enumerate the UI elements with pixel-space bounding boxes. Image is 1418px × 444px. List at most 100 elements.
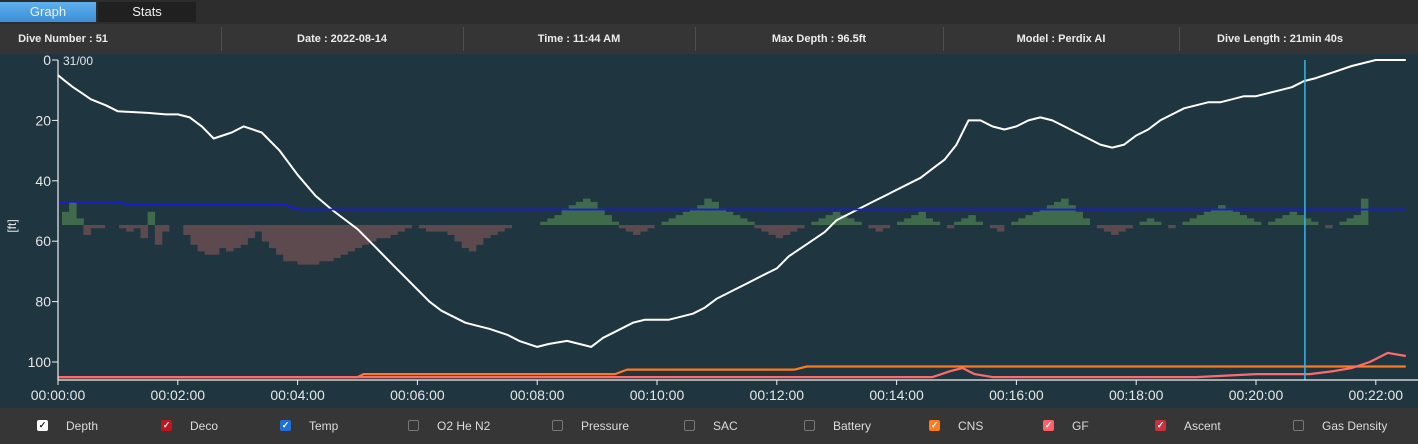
ascent-bar bbox=[69, 201, 77, 225]
ascent-bar bbox=[1111, 225, 1119, 235]
info-separator bbox=[695, 27, 696, 51]
ascent-bar bbox=[1353, 215, 1362, 225]
ascent-bar bbox=[433, 225, 441, 232]
ascent-bar bbox=[1289, 211, 1297, 225]
checkbox-icon[interactable]: ✓ bbox=[37, 420, 48, 431]
ascent-bar bbox=[618, 225, 627, 229]
ascent-bar bbox=[454, 225, 462, 242]
ascent-bar bbox=[818, 218, 826, 225]
checkbox-icon[interactable] bbox=[804, 420, 815, 431]
ascent-bar bbox=[304, 225, 313, 265]
ascent-bar bbox=[154, 225, 163, 245]
legend-label: Battery bbox=[833, 419, 872, 433]
info-separator bbox=[463, 27, 464, 51]
ascent-bar bbox=[468, 225, 477, 252]
dive-profile-chart[interactable]: 0 20 40 60 80 100 00:00:00 00:02:00 00:04:00 00:0… bbox=[0, 52, 1418, 408]
y-tick-label: 0 bbox=[43, 54, 51, 68]
ascent-bar bbox=[1011, 221, 1019, 225]
legend-label: Ascent bbox=[1184, 419, 1221, 433]
ascent-bar bbox=[333, 225, 341, 258]
x-tick-label: 00:14:00 bbox=[869, 387, 924, 403]
legend-label: Deco bbox=[190, 419, 219, 433]
dive-info-bar: Dive Number : 51 Date : 2022-08-14 Time … bbox=[0, 24, 1418, 54]
info-separator bbox=[943, 27, 944, 51]
checkbox-icon[interactable] bbox=[1293, 420, 1304, 431]
ascent-bar bbox=[140, 225, 148, 239]
x-tick-label: 00:04:00 bbox=[270, 387, 325, 403]
ascent-bar bbox=[119, 225, 127, 229]
ascent-bar bbox=[1054, 201, 1062, 225]
checkbox-icon[interactable]: ✓ bbox=[161, 420, 172, 431]
ascent-bar bbox=[1189, 218, 1198, 225]
ascent-bar bbox=[725, 211, 734, 225]
checkbox-icon[interactable]: ✓ bbox=[1155, 420, 1166, 431]
ascent-bar bbox=[1118, 225, 1126, 232]
ascent-bar bbox=[269, 225, 277, 249]
ascent-bar bbox=[597, 208, 605, 225]
ascent-bar bbox=[825, 215, 834, 225]
ascent-bar bbox=[1275, 218, 1283, 225]
ascent-bar bbox=[839, 215, 848, 225]
x-tick-label: 00:20:00 bbox=[1229, 387, 1284, 403]
ascent-bar bbox=[62, 211, 70, 225]
ascent-bar bbox=[740, 218, 748, 225]
x-tick-label: 00:10:00 bbox=[630, 387, 685, 403]
ascent-bar bbox=[211, 225, 220, 255]
ascent-bar bbox=[347, 225, 355, 252]
ascent-bar bbox=[354, 225, 363, 249]
ascent-bar bbox=[1211, 208, 1219, 225]
ascent-bar bbox=[1346, 218, 1355, 225]
ascent-bar bbox=[1246, 218, 1255, 225]
ascent-bar bbox=[996, 225, 1005, 232]
ascent-bar bbox=[1325, 225, 1333, 229]
ascent-bar bbox=[404, 225, 413, 229]
ascent-bar bbox=[911, 215, 919, 225]
ascent-bar bbox=[1032, 211, 1041, 225]
ascent-bar bbox=[290, 225, 298, 262]
ascent-bar bbox=[918, 211, 926, 225]
ascent-bar bbox=[447, 225, 455, 235]
info-separator bbox=[1179, 27, 1180, 51]
ascent-bar bbox=[1096, 225, 1105, 229]
legend-label: Pressure bbox=[581, 419, 630, 433]
ascent-bar bbox=[440, 225, 448, 232]
ascent-bar bbox=[711, 201, 719, 225]
y-axis-label: [ft] bbox=[5, 219, 19, 232]
ascent-bar bbox=[590, 201, 598, 225]
ascent-bar bbox=[383, 225, 391, 239]
ascent-bar bbox=[240, 225, 248, 245]
checkbox-icon[interactable] bbox=[552, 420, 563, 431]
dive-date-info: Date : 2022-08-14 bbox=[297, 33, 387, 45]
ascent-bar bbox=[661, 221, 669, 225]
checkbox-icon[interactable] bbox=[408, 420, 419, 431]
tab-stats[interactable]: Stats bbox=[98, 2, 196, 22]
ascent-bar bbox=[561, 208, 570, 225]
y-tick-label: 80 bbox=[35, 294, 51, 310]
ascent-bar bbox=[397, 225, 405, 232]
tab-bar: Graph Stats bbox=[0, 0, 1418, 24]
dive-profile-svg: 0 20 40 60 80 100 00:00:00 00:02:00 00:04:00 00:0… bbox=[0, 52, 1418, 408]
ascent-bar bbox=[554, 215, 562, 225]
x-tick-label: 00:00:00 bbox=[31, 387, 86, 403]
ascent-bar bbox=[904, 218, 912, 225]
ascent-bar bbox=[1082, 218, 1090, 225]
legend-label: Depth bbox=[66, 419, 99, 433]
ascent-bar bbox=[697, 205, 705, 225]
tab-graph[interactable]: Graph bbox=[0, 2, 96, 22]
ascent-bar bbox=[504, 225, 512, 229]
checkbox-icon[interactable] bbox=[684, 420, 695, 431]
checkbox-icon[interactable]: ✓ bbox=[1043, 420, 1054, 431]
ascent-bar bbox=[789, 225, 798, 232]
ascent-bar bbox=[1025, 215, 1033, 225]
ascent-bar bbox=[97, 225, 106, 229]
checkbox-icon[interactable]: ✓ bbox=[929, 420, 940, 431]
ascent-bar bbox=[76, 218, 84, 225]
checkbox-icon[interactable]: ✓ bbox=[280, 420, 291, 431]
ascent-bar bbox=[483, 225, 491, 239]
ascent-bar bbox=[647, 225, 655, 229]
ascent-bar bbox=[418, 225, 427, 229]
ascent-bar bbox=[276, 225, 284, 255]
ascent-bar bbox=[797, 225, 805, 229]
series-legend: ✓ Depth ✓ Deco ✓ Temp O2 He N2 Pressure SAC Batte… bbox=[0, 408, 1418, 444]
ascent-bar bbox=[1018, 218, 1026, 225]
